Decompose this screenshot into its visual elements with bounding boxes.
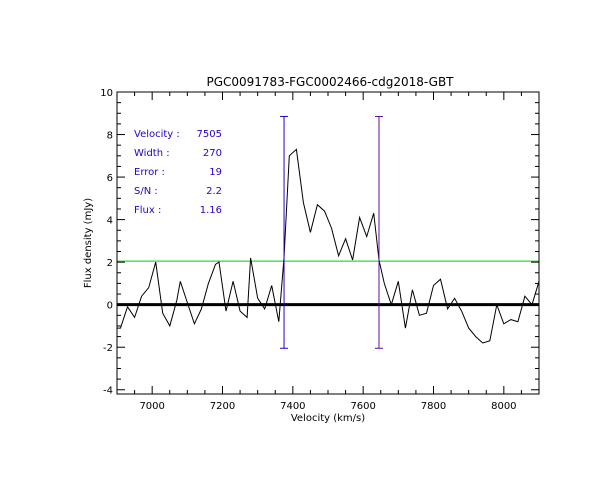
y-tick-label: 8: [107, 131, 113, 142]
plot-frame: [116, 91, 540, 395]
annotation-label: Width :: [134, 148, 170, 159]
y-tick-label: 0: [107, 301, 113, 312]
series-line-spectrum: [117, 148, 540, 344]
annotation-value: 7505: [197, 129, 222, 140]
y-tick-label: -4: [103, 386, 113, 397]
x-tick-label: 7800: [421, 401, 446, 412]
y-tick-label: 10: [100, 88, 113, 99]
x-tick-label: 7600: [350, 401, 375, 412]
annotation-label: S/N :: [134, 186, 158, 197]
annotation-label: Flux :: [134, 205, 161, 216]
y-tick-label: 6: [107, 173, 113, 184]
annotation-label: Velocity :: [134, 129, 180, 140]
x-tick-label: 7000: [139, 401, 164, 412]
annotation-value: 2.2: [206, 186, 222, 197]
x-tick-label: 8000: [491, 401, 516, 412]
y-tick-label: -2: [103, 343, 113, 354]
annotation-value: 19: [209, 167, 222, 178]
x-axis-label: Velocity (km/s): [291, 413, 365, 424]
x-tick-label: 7400: [280, 401, 305, 412]
chart-title: PGC0091783-FGC0002466-cdg2018-GBT: [206, 75, 454, 89]
y-tick-label: 4: [107, 216, 113, 227]
annotation-box: Velocity : 7505 Width : 270 Error : 19 S/N : 2.…: [134, 129, 222, 216]
plot-area: [117, 115, 540, 349]
annotation-label: Error :: [134, 167, 165, 178]
annotation-value: 270: [203, 148, 222, 159]
axis-ticks: 7000 7200 7400 7600 7800 8000 -4 -2 0 2 4 6 8 10: [100, 88, 540, 412]
annotation-value: 1.16: [200, 205, 222, 216]
x-tick-label: 7200: [210, 401, 235, 412]
y-tick-label: 2: [107, 258, 113, 269]
y-axis-label: Flux density (mJy): [83, 198, 94, 288]
